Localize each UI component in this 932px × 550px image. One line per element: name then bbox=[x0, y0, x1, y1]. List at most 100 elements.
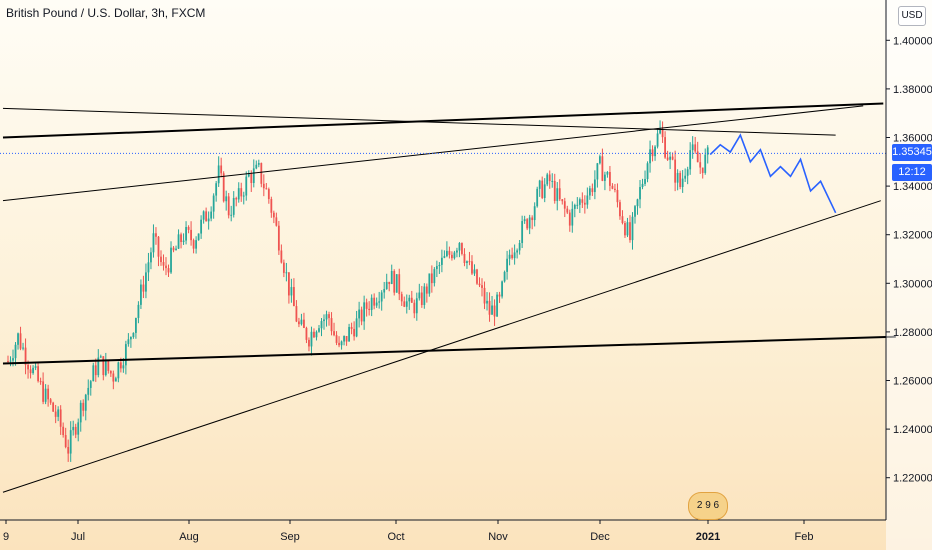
candle-body bbox=[140, 284, 142, 305]
candle-body bbox=[604, 174, 606, 181]
currency-button[interactable]: USD bbox=[898, 6, 926, 26]
candle-body bbox=[443, 256, 446, 258]
last-price-label: 1.35345 bbox=[892, 144, 932, 162]
y-tick-label: 1.22000 bbox=[893, 473, 932, 485]
candle-body bbox=[556, 188, 559, 201]
x-tick-label: Jul bbox=[71, 531, 85, 543]
candle-body bbox=[428, 273, 431, 294]
candle-body bbox=[192, 240, 195, 249]
candle-body bbox=[368, 308, 371, 310]
candle-body bbox=[135, 317, 137, 333]
candle-body bbox=[593, 179, 596, 193]
candle-body bbox=[654, 146, 656, 157]
candle-body bbox=[305, 327, 308, 340]
trend-line[interactable] bbox=[2, 200, 881, 493]
candle-body bbox=[686, 169, 689, 176]
candle-body bbox=[425, 286, 428, 294]
candle-body bbox=[373, 297, 376, 306]
candle-body bbox=[9, 360, 12, 362]
candle-body bbox=[651, 149, 654, 157]
candle-body bbox=[34, 366, 37, 368]
candle-body bbox=[666, 157, 669, 160]
candle-body bbox=[57, 409, 60, 417]
candle-body bbox=[581, 199, 584, 203]
candle-body bbox=[330, 318, 333, 332]
candle-body bbox=[132, 332, 135, 337]
candle-body bbox=[313, 331, 315, 338]
candle-body bbox=[526, 219, 529, 229]
candle-body bbox=[255, 164, 258, 169]
candle-body bbox=[661, 129, 664, 138]
candle-body bbox=[430, 273, 433, 284]
y-tick-label: 1.40000 bbox=[893, 35, 932, 47]
candle-body bbox=[177, 234, 180, 249]
candle-body bbox=[222, 173, 225, 202]
candle-body bbox=[205, 211, 208, 222]
trend-line[interactable] bbox=[2, 335, 896, 365]
candle-body bbox=[42, 381, 45, 402]
candle-body bbox=[453, 252, 456, 259]
candle-body bbox=[360, 309, 363, 322]
trend-line[interactable] bbox=[2, 105, 864, 202]
projection-path[interactable] bbox=[709, 133, 837, 214]
candle-body bbox=[225, 196, 228, 202]
candle-body bbox=[395, 274, 398, 293]
candle-body bbox=[64, 435, 67, 448]
candle-body bbox=[343, 335, 345, 342]
candle-body bbox=[353, 328, 356, 337]
candle-body bbox=[614, 188, 616, 190]
candle-body bbox=[626, 222, 629, 236]
candle-body bbox=[109, 370, 112, 374]
candle-body bbox=[227, 196, 230, 216]
candle-body bbox=[119, 362, 122, 369]
candle-body bbox=[295, 306, 298, 322]
candle-body bbox=[12, 358, 14, 361]
candle-body bbox=[656, 133, 659, 147]
candle-body bbox=[79, 402, 82, 423]
candle-body bbox=[22, 347, 24, 349]
candle-body bbox=[252, 168, 255, 184]
candle-body bbox=[461, 243, 463, 254]
candle-body bbox=[375, 302, 378, 306]
candle-body bbox=[511, 254, 514, 259]
candle-body bbox=[516, 250, 519, 253]
candle-body bbox=[267, 189, 270, 200]
candle-body bbox=[338, 342, 340, 346]
candle-body bbox=[122, 365, 125, 369]
candle-body bbox=[601, 156, 604, 181]
candle-body bbox=[546, 174, 549, 185]
news-badge[interactable]: 2 9 6 bbox=[688, 492, 728, 520]
trend-line[interactable] bbox=[2, 107, 836, 136]
candle-body bbox=[634, 206, 636, 217]
candle-body bbox=[14, 344, 17, 359]
candle-body bbox=[300, 319, 303, 325]
candle-body bbox=[84, 394, 87, 411]
candle-body bbox=[423, 286, 426, 305]
candle-body bbox=[621, 216, 624, 224]
candle-body bbox=[345, 335, 348, 342]
candle-body bbox=[287, 272, 290, 296]
candle-body bbox=[52, 402, 55, 412]
candle-body bbox=[398, 274, 401, 295]
candle-body bbox=[498, 294, 501, 297]
candle-body bbox=[47, 388, 50, 400]
candle-body bbox=[536, 188, 539, 207]
candle-body bbox=[438, 264, 441, 267]
candle-body bbox=[59, 409, 62, 427]
candle-body bbox=[147, 262, 150, 273]
candle-body bbox=[551, 180, 554, 182]
candle-body bbox=[335, 335, 338, 343]
candle-body bbox=[528, 217, 531, 229]
candle-body bbox=[92, 365, 95, 382]
candle-body bbox=[325, 314, 328, 320]
candle-body bbox=[280, 250, 283, 263]
candle-body bbox=[262, 183, 265, 189]
trend-line[interactable] bbox=[2, 102, 884, 139]
y-tick-label: 1.36000 bbox=[893, 133, 932, 145]
candle-body bbox=[591, 188, 594, 193]
price-axis[interactable] bbox=[886, 0, 932, 550]
candle-body bbox=[24, 347, 27, 365]
candle-body bbox=[303, 319, 305, 328]
